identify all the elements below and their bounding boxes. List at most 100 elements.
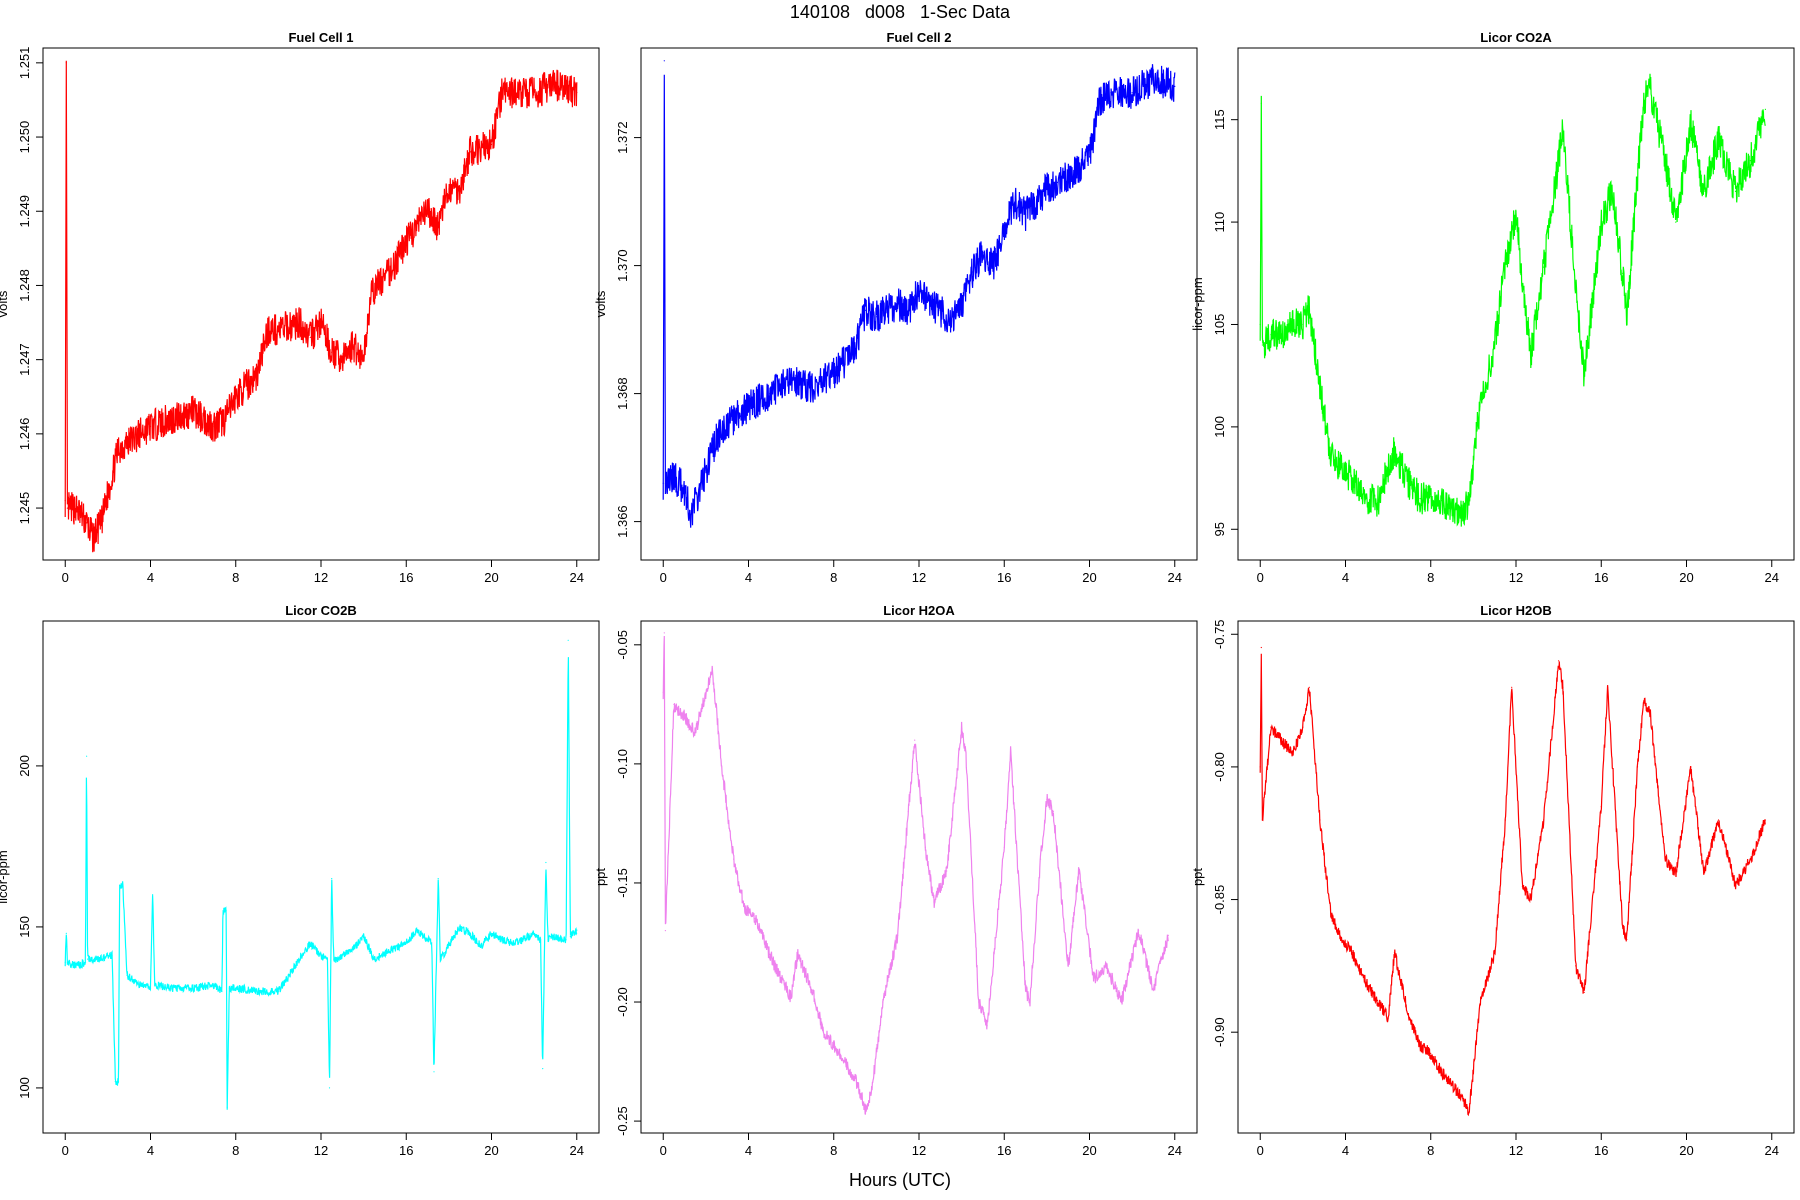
data-point — [1003, 846, 1005, 848]
x-tick-label: 20 — [1679, 570, 1693, 585]
plot-frame — [1237, 47, 1795, 561]
data-point — [1261, 344, 1263, 346]
data-point — [96, 958, 98, 960]
data-point — [117, 1080, 120, 1083]
data-point — [1664, 160, 1666, 162]
data-point — [1479, 1005, 1481, 1007]
data-point — [309, 942, 311, 944]
data-point — [1106, 965, 1108, 967]
data-point — [86, 755, 88, 757]
x-tick-label: 0 — [660, 1143, 667, 1158]
data-point — [1440, 500, 1442, 502]
data-point — [547, 939, 549, 941]
data-point — [256, 373, 258, 376]
y-tick-label: 1.370 — [615, 249, 630, 282]
data-point — [309, 336, 311, 338]
data-point — [790, 996, 792, 998]
chart-title: Licor CO2A — [1480, 30, 1552, 45]
data-point — [673, 703, 675, 705]
x-tick-label: 20 — [484, 570, 498, 585]
data-point — [66, 507, 68, 509]
data-point — [1291, 323, 1293, 326]
y-tick-label: 1.249 — [17, 195, 32, 228]
data-point — [1152, 79, 1154, 81]
data-point — [222, 910, 224, 912]
data-point — [1494, 952, 1496, 954]
y-tick-label: -0.20 — [615, 987, 630, 1017]
data-point — [1419, 498, 1421, 500]
data-point — [1626, 938, 1628, 940]
data-point — [1734, 190, 1737, 192]
data-point — [1600, 221, 1602, 223]
data-point — [444, 952, 446, 954]
data-point — [1511, 686, 1513, 688]
data-point — [1120, 1001, 1123, 1003]
series-line — [64, 60, 578, 553]
data-point — [1110, 92, 1112, 94]
data-point — [405, 240, 407, 242]
data-point — [114, 1080, 116, 1083]
data-point — [1543, 819, 1545, 821]
y-tick-label: -0.05 — [615, 630, 630, 660]
data-point — [1634, 201, 1636, 203]
x-tick-label: 4 — [745, 1143, 752, 1158]
data-point — [277, 329, 279, 331]
data-point — [1558, 160, 1560, 162]
data-point — [335, 958, 337, 960]
x-tick-label: 4 — [1342, 1143, 1349, 1158]
data-point — [567, 639, 569, 641]
x-tick-label: 12 — [912, 1143, 926, 1158]
data-point — [1462, 1097, 1464, 1100]
plot-frame — [42, 47, 600, 561]
x-tick-label: 8 — [1427, 1143, 1434, 1158]
data-point — [64, 500, 66, 502]
data-point — [1468, 1111, 1470, 1113]
x-tick-label: 16 — [1594, 1143, 1608, 1158]
data-point — [790, 380, 792, 382]
data-point — [1366, 498, 1368, 500]
data-point — [779, 977, 782, 979]
y-tick-label: 1.251 — [17, 47, 32, 80]
data-point — [769, 393, 771, 395]
data-point — [1543, 266, 1545, 268]
data-point — [664, 930, 667, 932]
data-point — [897, 934, 899, 936]
data-point — [576, 91, 578, 94]
data-point — [1515, 211, 1517, 213]
data-point — [946, 870, 948, 872]
y-tick-label: 1.248 — [17, 269, 32, 302]
data-point — [326, 958, 328, 960]
data-point — [331, 878, 333, 880]
data-point — [352, 948, 354, 951]
data-point — [1281, 739, 1283, 742]
chart-title: Licor H2OA — [883, 603, 955, 618]
data-point — [865, 309, 867, 311]
data-point — [1261, 819, 1263, 821]
y-tick-label: 1.368 — [615, 377, 630, 410]
y-tick-label: 1.372 — [615, 121, 630, 154]
data-point — [139, 984, 141, 986]
x-tick-label: 0 — [62, 570, 69, 585]
data-point — [726, 425, 728, 427]
x-tick-label: 8 — [232, 570, 239, 585]
data-point — [1131, 92, 1133, 94]
data-point — [965, 751, 967, 753]
series-line — [662, 64, 1176, 528]
data-point — [673, 476, 675, 478]
y-tick-label: 100 — [17, 1077, 32, 1099]
data-point — [501, 939, 503, 941]
data-point — [1558, 660, 1560, 662]
data-point — [86, 522, 88, 524]
data-point — [1675, 221, 1677, 223]
y-axis-label: licor-ppm — [1190, 277, 1205, 330]
data-point — [65, 62, 67, 64]
data-point — [854, 348, 856, 350]
data-point — [117, 448, 120, 450]
x-tick-label: 8 — [232, 1143, 239, 1158]
y-tick-label: 95 — [1212, 522, 1227, 536]
data-point — [1308, 307, 1310, 309]
data-point — [907, 810, 909, 813]
data-point — [1622, 925, 1624, 927]
data-point — [1649, 713, 1651, 715]
data-point — [533, 91, 535, 94]
